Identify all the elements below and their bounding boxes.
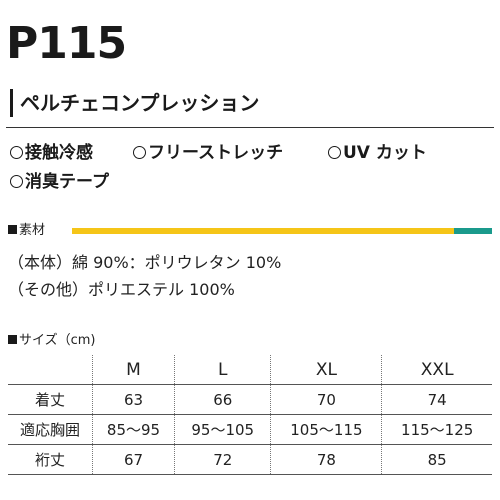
size-header-xxl: XXL (381, 355, 492, 385)
header-divider (6, 127, 494, 128)
feature-label: 消臭テープ (25, 172, 109, 192)
table-row: 着丈 63 66 70 74 (8, 384, 492, 415)
size-header-row: M L XL XXL (8, 355, 492, 385)
table-cell: 78 (270, 444, 382, 475)
size-header-blank (8, 355, 93, 385)
row-label: 適応胸囲 (8, 414, 93, 445)
circle-icon (133, 146, 146, 159)
feature-item: 接触冷感 (10, 142, 93, 164)
table-cell: 105〜115 (270, 414, 382, 445)
size-header-xl: XL (270, 355, 382, 385)
material-heading-label: 素材 (19, 223, 46, 238)
circle-icon (10, 175, 23, 188)
product-name: ペルチェコンプレッション (20, 91, 260, 115)
row-label: 着丈 (8, 384, 93, 415)
circle-icon (328, 146, 341, 159)
table-cell: 95〜105 (174, 414, 271, 445)
material-accent-line (72, 228, 492, 234)
feature-label: UV カット (343, 143, 427, 163)
size-table: M L XL XXL 着丈 63 66 70 74 適応胸囲 85〜95 95〜… (8, 355, 492, 475)
table-row: 裄丈 67 72 78 85 (8, 444, 492, 475)
table-cell: 72 (174, 444, 271, 475)
square-bullet-icon (8, 225, 17, 234)
circle-icon (10, 146, 23, 159)
size-heading-label: サイズ（cm) (19, 333, 96, 348)
accent-line-teal (454, 228, 492, 234)
table-cell: 66 (174, 384, 271, 415)
accent-line-yellow (72, 228, 454, 234)
product-code: P115 (6, 18, 127, 69)
table-cell: 67 (91, 444, 175, 475)
table-cell: 85〜95 (91, 414, 175, 445)
feature-item: UV カット (328, 142, 427, 164)
feature-label: フリーストレッチ (148, 143, 284, 163)
size-heading: サイズ（cm) (8, 333, 96, 349)
table-row: 適応胸囲 85〜95 95〜105 105〜115 115〜125 (8, 414, 492, 445)
table-cell: 63 (91, 384, 175, 415)
title-accent-bar (10, 89, 13, 117)
table-cell: 85 (381, 444, 492, 475)
feature-label: 接触冷感 (25, 143, 93, 163)
row-label: 裄丈 (8, 444, 93, 475)
material-main: （本体）綿 90%：ポリウレタン 10% (8, 253, 282, 272)
material-other: （その他）ポリエステル 100% (8, 280, 235, 299)
material-heading: 素材 (8, 223, 45, 239)
table-cell: 115〜125 (381, 414, 492, 445)
table-cell: 70 (270, 384, 382, 415)
square-bullet-icon (8, 335, 17, 344)
table-cell: 74 (381, 384, 492, 415)
size-header-l: L (174, 355, 271, 385)
size-header-m: M (91, 355, 175, 385)
feature-item: フリーストレッチ (133, 142, 283, 164)
feature-item: 消臭テープ (10, 171, 109, 193)
